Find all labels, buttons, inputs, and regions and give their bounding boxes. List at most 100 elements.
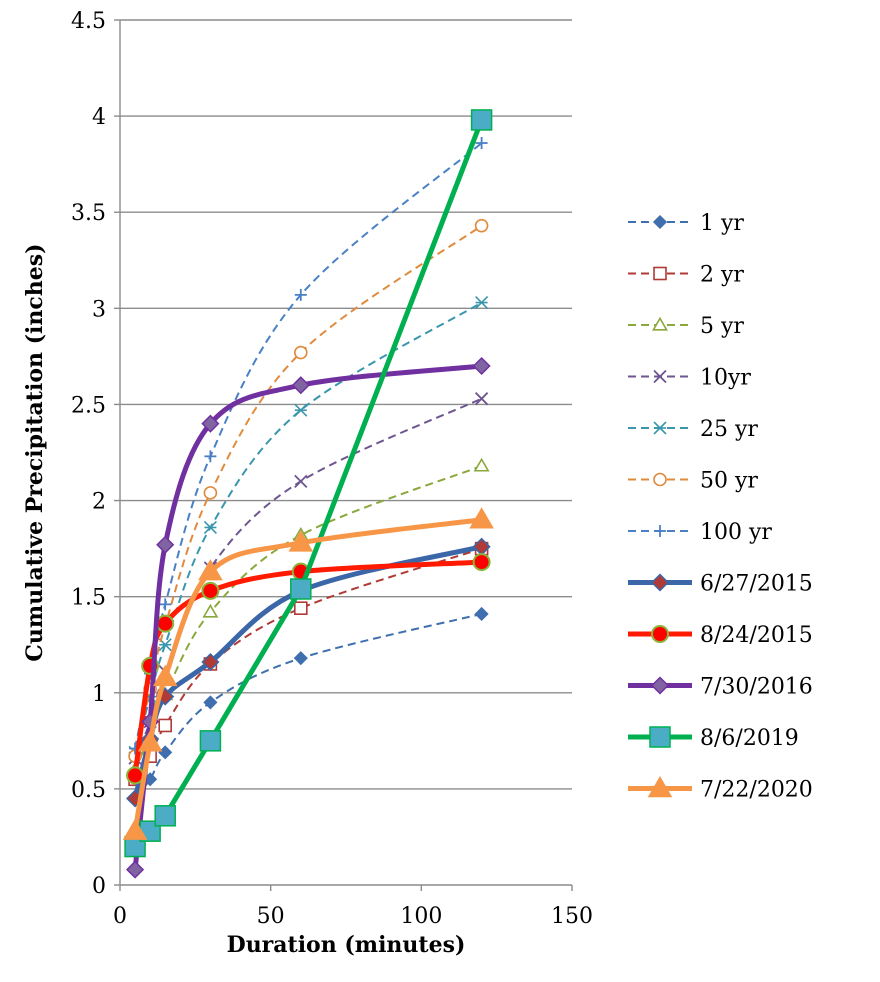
legend-item: 8/6/2019	[628, 726, 799, 751]
data-point	[288, 530, 314, 552]
legend-item: 5 yr	[628, 314, 744, 339]
series-100-yr	[129, 137, 488, 755]
data-point	[290, 578, 312, 600]
data-point	[156, 614, 175, 633]
series-8-6-2019	[124, 109, 493, 858]
legend-label: 10yr	[700, 366, 751, 391]
data-point	[474, 392, 489, 406]
legend-label: 7/30/2016	[700, 675, 813, 700]
data-point	[199, 730, 222, 752]
data-point	[650, 676, 670, 695]
x-axis-title: Duration (minutes)	[227, 932, 466, 958]
x-tick-label: 0	[113, 904, 127, 929]
data-point	[201, 581, 220, 600]
axes: 0 0.5 1 1.5 2 2.5 3 3.5 4 4.5 0 50 100 150	[71, 9, 593, 929]
data-point	[474, 606, 489, 622]
legend-label: 8/24/2015	[700, 623, 813, 648]
y-tick-label: 3.5	[71, 201, 106, 226]
data-point	[126, 766, 145, 785]
legend-label: 2 yr	[700, 263, 744, 288]
legend-label: 5 yr	[700, 314, 744, 339]
legend-item: 8/24/2015	[628, 623, 813, 648]
legend-label: 7/22/2020	[700, 778, 813, 803]
series-line	[132, 559, 482, 776]
series-8-24-2015	[126, 553, 491, 785]
data-point	[293, 345, 308, 360]
legend-item: 2 yr	[628, 263, 744, 288]
legend-item: 7/30/2016	[628, 675, 813, 700]
legend-item: 100 yr	[628, 520, 772, 545]
data-point	[203, 486, 218, 500]
data-point	[158, 718, 172, 733]
series-1-yr	[128, 606, 489, 806]
legend-item: 1 yr	[628, 211, 744, 236]
gridlines	[120, 19, 572, 790]
legend-item: 7/22/2020	[628, 776, 813, 803]
data-point	[653, 369, 667, 384]
data-point	[652, 214, 668, 230]
y-axis-title: Cumulative Precipitation (inches)	[22, 243, 48, 661]
y-tick-label: 2	[92, 490, 106, 515]
legend: 1 yr 2 yr 5 yr 10yr 25 yr 50 yr 100 yr 6/27/201…	[628, 211, 813, 803]
data-point	[203, 695, 218, 710]
data-point	[203, 520, 217, 535]
data-point	[294, 403, 308, 417]
data-point	[152, 664, 178, 687]
data-point	[137, 730, 163, 752]
data-point	[475, 296, 489, 310]
series-line	[134, 142, 483, 749]
data-point	[201, 414, 220, 433]
data-point	[653, 421, 667, 435]
data-point	[294, 288, 307, 301]
data-point	[653, 472, 667, 487]
data-point	[291, 376, 310, 395]
y-tick-label: 4	[92, 105, 106, 130]
data-point	[653, 266, 667, 281]
data-point	[294, 474, 308, 488]
data-point	[650, 573, 670, 592]
data-point	[198, 559, 223, 581]
x-tick-label: 150	[551, 904, 593, 929]
y-tick-label: 2.5	[71, 393, 106, 418]
data-point	[159, 598, 172, 611]
data-point	[649, 726, 671, 748]
legend-label: 8/6/2019	[700, 726, 799, 751]
data-point	[469, 507, 494, 529]
data-point	[204, 450, 217, 463]
legend-item: 6/27/2015	[628, 572, 813, 597]
series-7-22-2020	[122, 507, 494, 840]
legend-label: 50 yr	[700, 469, 758, 494]
series-layer	[122, 109, 494, 879]
y-tick-label: 0	[92, 874, 106, 899]
legend-item: 50 yr	[628, 469, 758, 494]
data-point	[158, 745, 173, 760]
data-point	[122, 818, 148, 840]
legend-item: 25 yr	[628, 417, 758, 442]
data-point	[474, 218, 489, 233]
data-point	[651, 625, 669, 643]
data-point	[475, 137, 488, 150]
series-line	[134, 612, 482, 800]
x-tick-label: 100	[400, 904, 442, 929]
legend-item: 10yr	[628, 366, 751, 391]
data-point	[201, 652, 220, 672]
legend-label: 25 yr	[700, 417, 758, 442]
data-point	[647, 776, 673, 798]
y-tick-label: 1	[92, 682, 106, 707]
y-tick-label: 0.5	[71, 778, 106, 803]
data-point	[293, 601, 308, 616]
y-tick-label: 1.5	[71, 586, 106, 611]
data-point	[202, 603, 219, 618]
data-point	[293, 651, 308, 666]
data-point	[654, 525, 666, 537]
data-point	[473, 457, 490, 472]
data-point	[126, 860, 145, 879]
legend-label: 6/27/2015	[700, 572, 813, 597]
data-point	[652, 316, 668, 331]
legend-label: 1 yr	[700, 211, 744, 236]
x-tick-label: 50	[257, 904, 285, 929]
legend-label: 100 yr	[700, 520, 772, 545]
y-tick-label: 3	[92, 297, 106, 322]
